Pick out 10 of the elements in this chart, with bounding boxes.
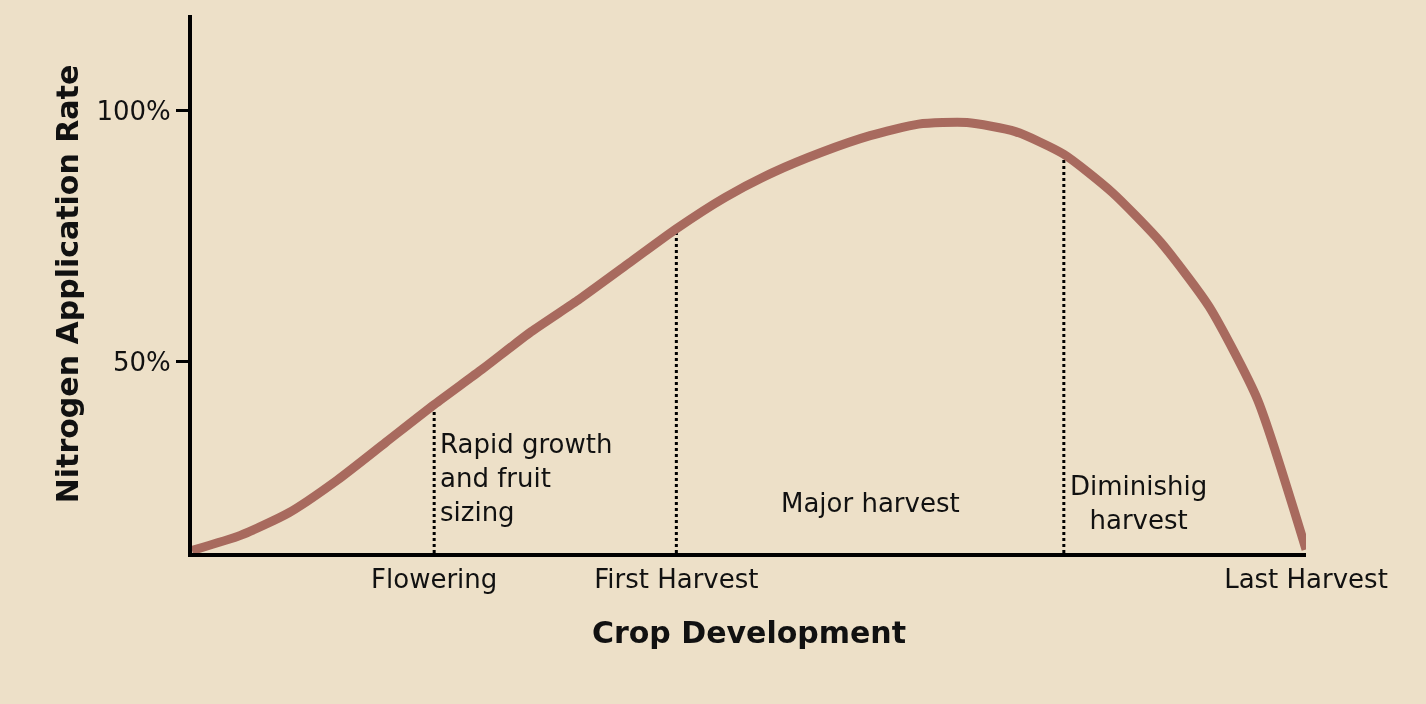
x-tick-label: Flowering [371,564,498,595]
y-tick-label: 50% [113,347,171,378]
x-axis-title: Crop Development [591,615,907,651]
annotation: Rapid growth and fruit sizing [440,429,613,527]
x-tick-label: Last Harvest [1224,564,1388,595]
annotation: Major harvest [781,488,960,518]
annotation: Diminishig harvest [1070,471,1208,535]
y-axis-title: Nitrogen Application Rate [49,64,85,504]
y-tick-label: 100% [96,95,171,126]
x-tick-label: First Harvest [594,564,759,595]
